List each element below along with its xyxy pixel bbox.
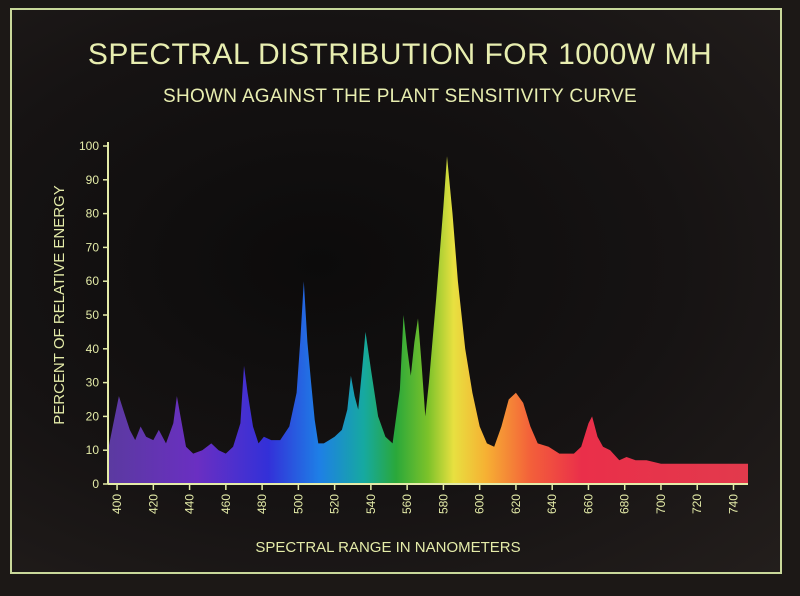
x-tick-label: 480 bbox=[255, 494, 269, 514]
x-tick-label: 440 bbox=[183, 494, 197, 514]
y-tick-label: 70 bbox=[86, 240, 100, 254]
x-tick-label: 600 bbox=[473, 494, 487, 514]
y-tick-label: 10 bbox=[86, 443, 100, 457]
x-tick-label: 640 bbox=[545, 494, 559, 514]
x-axis-label: SPECTRAL RANGE IN NANOMETERS bbox=[255, 539, 520, 556]
x-tick-label: 580 bbox=[436, 494, 450, 514]
x-tick-label: 540 bbox=[364, 494, 378, 514]
x-tick-label: 400 bbox=[110, 494, 124, 514]
x-tick-label: 420 bbox=[146, 494, 160, 514]
x-tick-label: 560 bbox=[400, 494, 414, 514]
y-tick-label: 50 bbox=[86, 308, 100, 322]
chart-title: SPECTRAL DISTRIBUTION FOR 1000W MH bbox=[87, 38, 713, 71]
y-tick-label: 30 bbox=[86, 376, 100, 390]
y-tick-label: 40 bbox=[86, 342, 100, 356]
y-tick-label: 100 bbox=[79, 139, 99, 153]
x-tick-label: 460 bbox=[219, 494, 233, 514]
y-axis-label: PERCENT OF RELATIVE ENERGY bbox=[51, 185, 68, 425]
x-tick-label: 700 bbox=[654, 494, 668, 514]
y-tick-label: 90 bbox=[86, 173, 100, 187]
spectrum-area bbox=[108, 156, 748, 484]
chart-subtitle: SHOWN AGAINST THE PLANT SENSITIVITY CURV… bbox=[162, 86, 638, 107]
y-tick-label: 0 bbox=[92, 477, 99, 491]
x-tick-label: 500 bbox=[291, 494, 305, 514]
x-tick-label: 660 bbox=[581, 494, 595, 514]
y-tick-label: 80 bbox=[86, 207, 100, 221]
x-tick-label: 680 bbox=[618, 494, 632, 514]
x-tick-label: 740 bbox=[726, 494, 740, 514]
x-tick-label: 720 bbox=[690, 494, 704, 514]
y-tick-label: 20 bbox=[86, 409, 100, 423]
x-tick-label: 620 bbox=[509, 494, 523, 514]
x-tick-label: 520 bbox=[328, 494, 342, 514]
y-tick-label: 60 bbox=[86, 274, 100, 288]
